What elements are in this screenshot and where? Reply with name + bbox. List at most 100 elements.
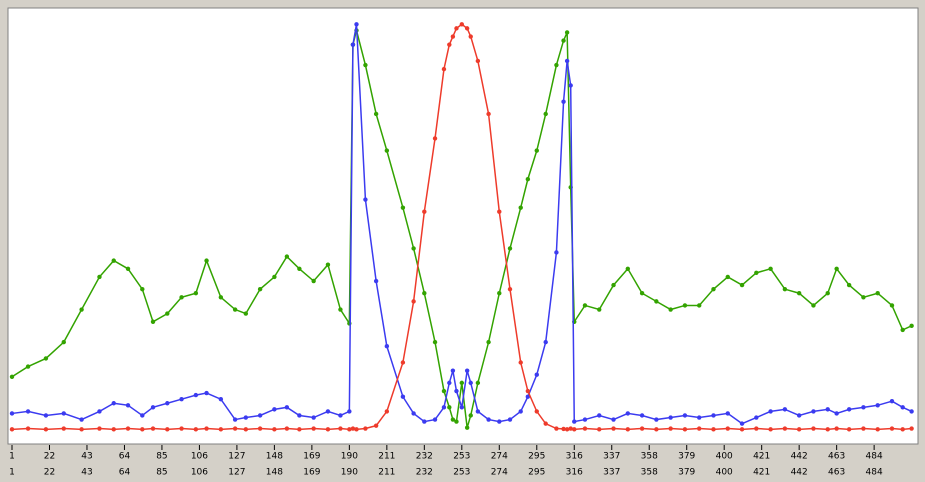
data-point [97, 274, 102, 280]
data-point [459, 380, 465, 386]
data-point [739, 282, 745, 288]
data-point [639, 291, 645, 296]
data-point [232, 417, 238, 422]
data-point [554, 426, 559, 431]
data-point [140, 413, 145, 418]
data-point [447, 42, 452, 47]
x-tick-label: 316 [566, 452, 583, 462]
data-point [475, 409, 481, 414]
data-point [468, 413, 473, 418]
data-point [297, 413, 302, 418]
data-point [363, 197, 368, 202]
x-tick-label-secondary: 463 [828, 468, 845, 478]
data-point [243, 311, 249, 316]
data-point [9, 374, 15, 379]
data-point [754, 415, 759, 420]
data-point [411, 299, 416, 304]
data-point [338, 426, 343, 431]
data-point [447, 380, 452, 386]
data-point [204, 390, 209, 396]
x-tick-label: 442 [791, 452, 808, 462]
data-point [232, 307, 238, 312]
data-point [597, 307, 602, 312]
x-tick-label-secondary: 22 [44, 468, 55, 478]
data-point [486, 417, 491, 422]
data-point [782, 286, 788, 292]
x-tick-label: 22 [44, 452, 55, 462]
data-point [825, 407, 830, 412]
data-point [625, 266, 631, 271]
data-point [543, 339, 548, 345]
data-point [534, 409, 539, 414]
data-point [411, 246, 416, 251]
data-point [564, 427, 570, 432]
data-point [165, 427, 170, 432]
data-point [422, 291, 427, 296]
data-point [97, 426, 102, 431]
data-point [834, 426, 839, 431]
data-point [507, 286, 513, 292]
data-point [384, 409, 390, 414]
data-point [518, 360, 523, 365]
data-point [811, 303, 816, 308]
data-point [179, 426, 184, 431]
data-point [347, 427, 352, 432]
data-point [782, 426, 788, 431]
data-point [889, 303, 895, 308]
data-point [639, 426, 645, 431]
data-point [422, 209, 427, 214]
data-point [834, 266, 839, 271]
data-point [354, 427, 359, 432]
data-point [875, 427, 880, 432]
data-point [682, 413, 688, 418]
data-point [325, 262, 331, 267]
data-point [140, 286, 145, 292]
data-point [61, 426, 66, 431]
x-tick-label: 211 [378, 452, 395, 462]
x-tick-label: 379 [678, 452, 695, 462]
data-point [243, 415, 249, 420]
data-point [432, 417, 438, 422]
x-tick-label-secondary: 379 [678, 468, 695, 478]
data-point [422, 419, 427, 424]
data-point [150, 405, 156, 410]
x-tick-label-secondary: 232 [416, 468, 433, 478]
x-tick-label-secondary: 442 [791, 468, 808, 478]
data-point [697, 303, 702, 308]
x-tick-label: 337 [603, 452, 620, 462]
data-point [441, 388, 447, 394]
data-point [459, 22, 465, 27]
data-point [597, 413, 602, 418]
x-tick-label: 169 [303, 452, 320, 462]
data-point [97, 409, 102, 414]
data-point [768, 427, 773, 432]
x-tick-label-secondary: 43 [81, 468, 92, 478]
data-point [284, 405, 290, 410]
data-point [796, 291, 802, 296]
data-point [111, 427, 116, 432]
data-point [811, 426, 816, 431]
data-point [654, 417, 659, 422]
data-point [507, 417, 513, 422]
x-tick-label: 295 [528, 452, 545, 462]
data-point [350, 426, 356, 431]
data-point [909, 323, 914, 329]
data-point [625, 427, 631, 432]
data-point [325, 427, 331, 432]
data-point [218, 396, 224, 402]
data-point [450, 417, 456, 422]
data-point [534, 372, 539, 377]
data-point [754, 270, 759, 276]
x-tick-label: 463 [828, 452, 845, 462]
data-point [554, 62, 559, 68]
x-tick-label: 253 [453, 452, 470, 462]
data-point [668, 415, 673, 420]
data-point [697, 426, 702, 431]
data-point [846, 407, 852, 412]
data-point [564, 58, 570, 64]
data-point [193, 427, 199, 432]
data-point [561, 426, 566, 432]
data-point [373, 111, 379, 117]
x-tick-label-secondary: 1 [9, 468, 15, 478]
